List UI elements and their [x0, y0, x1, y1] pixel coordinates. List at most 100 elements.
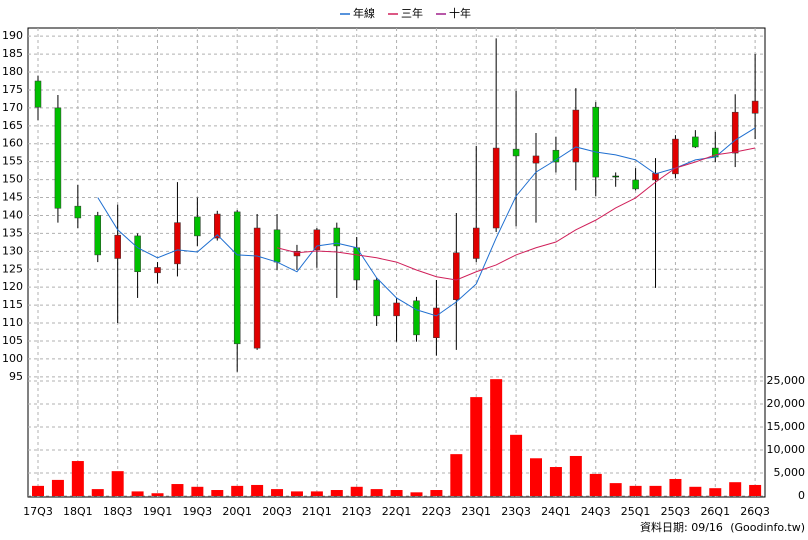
candle-body — [154, 267, 161, 274]
candle-body — [652, 172, 659, 181]
candle-body — [532, 155, 540, 164]
x-tick-label: 23Q3 — [501, 505, 531, 518]
x-tick-label: 24Q3 — [581, 505, 611, 518]
candle-body — [552, 149, 560, 163]
x-tick-label: 17Q3 — [23, 505, 53, 518]
candle-body — [94, 215, 102, 256]
volume-bar — [251, 484, 264, 496]
volume-bar — [191, 486, 204, 496]
candle-body — [413, 300, 420, 336]
x-tick-label: 18Q3 — [103, 505, 133, 518]
candle-body — [393, 302, 400, 317]
candle-body — [74, 205, 82, 219]
y-tick-label: 160 — [2, 137, 23, 150]
candle-body — [433, 307, 440, 338]
x-tick-label: 21Q1 — [302, 505, 332, 518]
candle-body — [751, 100, 759, 114]
y-tick-label: 115 — [2, 298, 23, 311]
candle-body — [692, 136, 699, 148]
x-tick-label: 22Q1 — [382, 505, 412, 518]
volume-bar — [370, 489, 383, 496]
volume-bar — [330, 490, 343, 496]
y2-tick-label: 15,000 — [767, 420, 806, 433]
x-tick-label: 22Q3 — [422, 505, 452, 518]
volume-bar — [490, 379, 503, 496]
x-tick-label: 26Q3 — [740, 505, 770, 518]
volume-bar — [549, 467, 562, 496]
candle-body — [572, 109, 580, 163]
y-tick-label: 155 — [2, 155, 23, 168]
y-tick-label: 150 — [2, 173, 23, 186]
volume-bar — [669, 478, 682, 496]
x-tick-label: 20Q3 — [262, 505, 292, 518]
footer-source: (Goodinfo.tw) — [730, 521, 805, 534]
x-tick-label: 25Q3 — [661, 505, 691, 518]
x-tick-label: 23Q1 — [461, 505, 491, 518]
candle-body — [731, 111, 739, 154]
y-tick-label: 140 — [2, 208, 23, 221]
x-tick-label: 18Q1 — [63, 505, 93, 518]
candle-body — [472, 227, 480, 259]
volume-bar — [290, 491, 303, 496]
volume-bar — [211, 490, 224, 496]
volume-bar — [629, 485, 642, 496]
candle-body — [333, 227, 341, 247]
y-tick-label: 100 — [2, 352, 23, 365]
y-tick-label: 135 — [2, 226, 23, 239]
volume-bar — [390, 490, 403, 496]
candle-body — [54, 107, 62, 209]
volume-bar — [689, 486, 702, 496]
volume-bar — [649, 485, 662, 496]
y2-tick-label: 25,000 — [767, 374, 806, 387]
candle-body — [672, 138, 679, 175]
volume-bar — [231, 485, 244, 496]
y-tick-label: 165 — [2, 119, 23, 132]
y-tick-label: 130 — [2, 244, 23, 257]
y-tick-label: 110 — [2, 316, 23, 329]
candle-body — [214, 213, 221, 239]
candle-body — [174, 222, 181, 265]
y-tick-label: 120 — [2, 280, 23, 293]
y2-tick-label: 0 — [798, 489, 805, 502]
candle-body — [512, 148, 520, 157]
candle-body — [612, 175, 619, 178]
x-tick-label: 20Q1 — [222, 505, 252, 518]
candle-body — [592, 106, 600, 178]
y-tick-label: 145 — [2, 191, 23, 204]
y-tick-label: 175 — [2, 83, 23, 96]
candle-body — [134, 235, 141, 273]
volume-bar — [749, 484, 762, 496]
volume-bar — [470, 397, 483, 496]
volume-bar — [609, 483, 622, 496]
candle-body — [34, 80, 42, 108]
volume-bar — [131, 491, 144, 496]
y2-tick-label: 20,000 — [767, 397, 806, 410]
y-tick-label: 170 — [2, 101, 23, 114]
volume-bar — [510, 434, 523, 496]
candle-body — [373, 279, 380, 317]
ma-line — [97, 127, 756, 317]
x-tick-label: 21Q3 — [342, 505, 372, 518]
x-tick-label: 19Q3 — [183, 505, 213, 518]
volume-bar — [91, 489, 104, 496]
candle-body — [253, 227, 261, 349]
volume-bar — [32, 485, 44, 496]
legend-label: 三年 — [401, 6, 423, 20]
candle-body — [293, 251, 301, 257]
y-tick-label: 180 — [2, 65, 23, 78]
volume-bar — [350, 486, 363, 496]
volume-bar — [569, 455, 582, 496]
volume-bar — [589, 473, 602, 496]
y2-tick-label: 5,000 — [774, 466, 806, 479]
volume-bar — [310, 491, 323, 496]
volume-bar — [71, 461, 84, 496]
x-tick-label: 25Q1 — [621, 505, 651, 518]
volume-bar — [450, 454, 463, 496]
volume-bar — [709, 488, 722, 496]
y-tick-label: 125 — [2, 262, 23, 275]
volume-bar — [729, 482, 742, 496]
volume-bar — [271, 489, 284, 496]
candle-body — [632, 179, 639, 190]
volume-bar — [111, 471, 124, 496]
